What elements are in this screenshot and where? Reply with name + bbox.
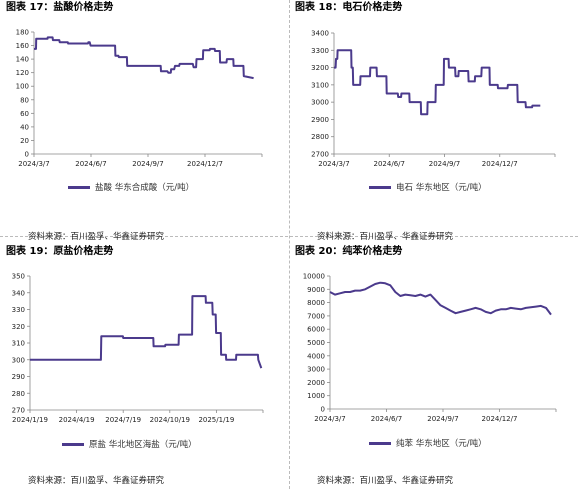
x-tick-label: 2024/3/7 (314, 415, 345, 423)
y-tick-label: 2000 (307, 379, 325, 387)
legend-swatch (68, 186, 90, 189)
chart-legend: 原盐 华北地区海盐（元/吨） (62, 438, 197, 450)
series-line (30, 295, 263, 369)
y-tick-label: 40 (20, 123, 29, 131)
y-tick-label: 140 (16, 56, 29, 64)
y-tick-label: 330 (12, 306, 25, 314)
chart-svg: 270 280 290 300 310 320 330 340 350 2024/1/19 2024… (12, 273, 264, 424)
legend-label: 电石 华东地区（元/吨） (396, 183, 487, 193)
source-note: 资料来源：百川盈孚、华鑫证券研究 (317, 232, 454, 242)
y-tick-label: 2800 (311, 133, 329, 141)
y-tick-label: 3000 (311, 99, 329, 107)
y-tick-label: 2900 (311, 116, 329, 124)
legend-swatch (369, 186, 391, 189)
legend-swatch (369, 442, 391, 445)
y-tick-label: 100 (16, 83, 29, 91)
y-tick-label: 3000 (307, 366, 325, 374)
x-tick-label: 2024/10/19 (150, 416, 190, 424)
y-tick-label: 350 (12, 273, 25, 281)
chart-legend: 电石 华东地区（元/吨） (369, 181, 487, 193)
series-line (34, 36, 254, 80)
y-tick-label: 80 (20, 96, 29, 104)
series-line (329, 281, 552, 316)
y-tick-label: 0 (321, 406, 325, 414)
chart-svg: 2700 2800 2900 3000 3100 3200 3300 3400 2024/3/7… (311, 30, 556, 168)
y-tick-label: 60 (20, 110, 29, 118)
y-tick-label: 6000 (307, 326, 325, 334)
legend-label: 盐酸 华东合成酸（元/吨） (95, 183, 195, 193)
chart-panel-raw-salt: 图表 19：原盐价格走势 270 280 290 300 310 320 330 340 350… (0, 244, 289, 488)
horizontal-divider (0, 236, 578, 237)
y-tick-label: 10000 (303, 273, 325, 281)
series-line (334, 49, 541, 116)
chart-panel-benzene: 图表 20：纯苯价格走势 0 1000 2000 3000 4000 5000 6000 70… (289, 244, 578, 488)
source-note: 资料来源：百川盈孚、华鑫证券研究 (28, 476, 165, 486)
x-tick-label: 2024/12/7 (482, 415, 518, 423)
x-tick-label: 2024/3/7 (318, 160, 349, 168)
y-tick-label: 280 (12, 390, 25, 398)
chart-svg: 0 20 40 60 80 100 120 140 160 180 2024/3/7 2024/6/7… (16, 29, 263, 168)
y-tick-label: 1000 (307, 392, 325, 400)
y-tick-label: 3300 (311, 47, 329, 55)
y-tick-label: 20 (20, 137, 29, 145)
y-tick-label: 160 (16, 42, 29, 50)
chart-title: 图表 18：电石价格走势 (295, 2, 403, 13)
y-tick-label: 300 (12, 356, 25, 364)
y-tick-label: 3400 (311, 30, 329, 38)
y-tick-label: 310 (12, 340, 25, 348)
y-tick-label: 2700 (311, 151, 329, 159)
y-tick-label: 3100 (311, 81, 329, 89)
x-tick-label: 2024/7/19 (105, 416, 141, 424)
legend-label: 原盐 华北地区海盐（元/吨） (89, 440, 197, 450)
chart-title: 图表 17：盐酸价格走势 (6, 2, 114, 13)
y-tick-label: 0 (25, 151, 29, 159)
x-tick-label: 2024/1/19 (12, 416, 48, 424)
y-tick-label: 320 (12, 323, 25, 331)
x-tick-label: 2025/1/19 (198, 416, 234, 424)
y-tick-label: 7000 (307, 312, 325, 320)
x-tick-label: 2024/9/7 (427, 415, 458, 423)
x-tick-label: 2024/12/7 (187, 160, 223, 168)
y-tick-label: 8000 (307, 299, 325, 307)
chart-title: 图表 20：纯苯价格走势 (295, 246, 403, 257)
chart-legend: 盐酸 华东合成酸（元/吨） (68, 181, 194, 193)
y-tick-label: 270 (12, 407, 25, 415)
y-tick-label: 180 (16, 29, 29, 37)
legend-label: 纯苯 华东地区（元/吨） (396, 439, 487, 449)
source-note: 资料来源：百川盈孚、华鑫证券研究 (28, 232, 165, 242)
chart-svg: 0 1000 2000 3000 4000 5000 6000 7000 8000 9000 100… (303, 273, 557, 423)
chart-legend: 纯苯 华东地区（元/吨） (369, 437, 487, 449)
y-tick-label: 9000 (307, 286, 325, 294)
chart-panel-hydrochloric-acid: 图表 17：盐酸价格走势 0 20 40 60 80 100 120 140 160 180 202… (0, 0, 289, 244)
vertical-divider (289, 0, 290, 489)
legend-swatch (62, 443, 84, 446)
chart-panel-calcium-carbide: 图表 18：电石价格走势 2700 2800 2900 3000 3100 3200 330… (289, 0, 578, 244)
x-tick-label: 2024/6/7 (371, 415, 402, 423)
x-tick-label: 2024/9/7 (132, 160, 163, 168)
chart-title: 图表 19：原盐价格走势 (6, 246, 114, 257)
y-tick-label: 5000 (307, 339, 325, 347)
x-tick-label: 2024/6/7 (75, 160, 106, 168)
x-tick-label: 2024/4/19 (59, 416, 95, 424)
y-tick-label: 3200 (311, 64, 329, 72)
x-tick-label: 2024/12/7 (482, 160, 518, 168)
x-tick-label: 2024/9/7 (429, 160, 460, 168)
x-tick-label: 2024/3/7 (18, 160, 49, 168)
y-tick-label: 340 (12, 289, 25, 297)
y-tick-label: 290 (12, 373, 25, 381)
source-note: 资料来源：百川盈孚、华鑫证券研究 (317, 476, 454, 486)
y-tick-label: 4000 (307, 352, 325, 360)
y-tick-label: 120 (16, 69, 29, 77)
x-tick-label: 2024/6/7 (374, 160, 405, 168)
